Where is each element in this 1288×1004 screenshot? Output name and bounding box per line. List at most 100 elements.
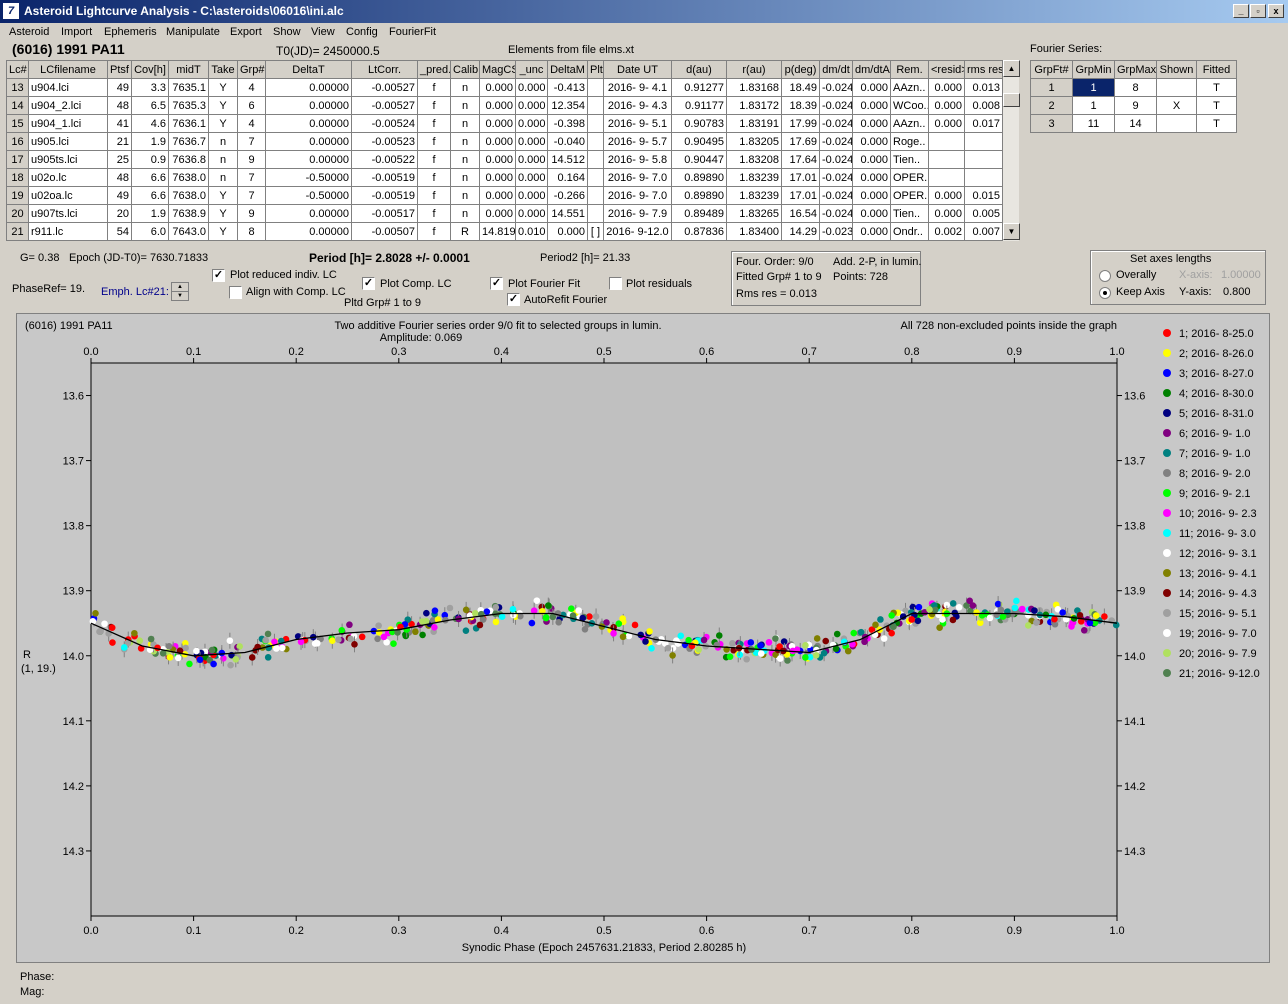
lc-cell[interactable]: 7638.9 <box>168 204 209 223</box>
lc-cell[interactable] <box>928 150 965 169</box>
lc-cell[interactable]: 0.000 <box>928 204 965 223</box>
lc-cell[interactable]: 17 <box>6 150 29 169</box>
lc-cell[interactable]: f <box>417 114 451 133</box>
lc-cell[interactable]: 0.000 <box>852 78 891 97</box>
lc-cell[interactable]: OPER. <box>890 168 929 187</box>
lc-cell[interactable]: 0.89890 <box>671 186 727 205</box>
lc-cell[interactable]: 9 <box>237 150 266 169</box>
lc-cell[interactable] <box>964 132 1003 151</box>
lc-cell[interactable]: 21 <box>6 222 29 241</box>
lc-cell[interactable] <box>964 168 1003 187</box>
lc-cell[interactable]: 0.000 <box>852 150 891 169</box>
scroll-down-icon[interactable]: ▼ <box>1003 223 1020 240</box>
lc-cell[interactable]: 0.017 <box>964 114 1003 133</box>
lc-cell[interactable]: 2016- 9- 4.1 <box>603 78 672 97</box>
lc-cell[interactable]: -0.266 <box>547 186 588 205</box>
lc-cell[interactable]: n <box>450 150 480 169</box>
lc-cell[interactable]: 0.000 <box>852 132 891 151</box>
menu-import[interactable]: Import <box>61 26 93 38</box>
lc-cell[interactable]: f <box>417 168 451 187</box>
lc-cell[interactable]: 25 <box>107 150 132 169</box>
lc-cell[interactable]: OPER. <box>890 186 929 205</box>
lc-col-header[interactable]: Calib. <box>450 60 480 79</box>
autorefit-checkbox[interactable]: ✓ <box>507 293 520 306</box>
lc-cell[interactable]: 18.49 <box>781 78 820 97</box>
lc-cell[interactable]: 0.000 <box>852 96 891 115</box>
lc-cell[interactable]: 0.000 <box>515 150 548 169</box>
plot-reduced-checkbox[interactable]: ✓ <box>212 269 225 282</box>
lc-cell[interactable]: u904_2.lci <box>28 96 108 115</box>
lc-cell[interactable]: n <box>450 78 480 97</box>
lc-cell[interactable]: -0.00522 <box>351 150 418 169</box>
lc-cell[interactable]: -0.00527 <box>351 78 418 97</box>
lc-cell[interactable]: 7 <box>237 186 266 205</box>
lc-cell[interactable] <box>964 150 1003 169</box>
lc-cell[interactable]: 0.00000 <box>265 96 352 115</box>
lc-cell[interactable]: -0.024 <box>819 96 853 115</box>
lc-cell[interactable]: Y <box>208 204 238 223</box>
lc-cell[interactable]: -0.00507 <box>351 222 418 241</box>
lc-cell[interactable]: 7638.0 <box>168 168 209 187</box>
lc-cell[interactable]: 12.354 <box>547 96 588 115</box>
lc-table-row[interactable]: 17 u905ts.lci 25 0.9 7636.8 n 9 0.00000 -0.00522… <box>6 150 1003 169</box>
fourier-cell[interactable]: T <box>1196 114 1237 133</box>
lc-cell[interactable] <box>587 168 604 187</box>
lc-cell[interactable]: n <box>208 168 238 187</box>
lc-cell[interactable]: n <box>450 132 480 151</box>
lc-cell[interactable]: Y <box>208 114 238 133</box>
lc-cell[interactable]: u904.lci <box>28 78 108 97</box>
lc-col-header[interactable]: Grp# <box>237 60 266 79</box>
lc-cell[interactable]: 2016- 9- 7.9 <box>603 204 672 223</box>
fourier-col-header[interactable]: GrpMin <box>1072 60 1115 79</box>
lc-cell[interactable]: 0.000 <box>928 186 965 205</box>
lc-cell[interactable]: WCoo.. <box>890 96 929 115</box>
lc-col-header[interactable]: Cov[h] <box>131 60 169 79</box>
lc-cell[interactable]: 18 <box>6 168 29 187</box>
lc-cell[interactable]: 9 <box>237 204 266 223</box>
lc-cell[interactable]: 2016- 9- 5.1 <box>603 114 672 133</box>
lc-cell[interactable]: 6.6 <box>131 168 169 187</box>
lc-cell[interactable]: 0.000 <box>515 186 548 205</box>
lc-cell[interactable]: 0.000 <box>852 114 891 133</box>
lc-cell[interactable] <box>928 168 965 187</box>
lc-cell[interactable]: -0.50000 <box>265 186 352 205</box>
lc-cell[interactable]: f <box>417 186 451 205</box>
lc-cell[interactable]: 14.819 <box>479 222 516 241</box>
lc-table-row[interactable]: 16 u905.lci 21 1.9 7636.7 n 7 0.00000 -0.00523 f n… <box>6 132 1003 151</box>
lc-cell[interactable]: 8 <box>237 222 266 241</box>
fourier-cell[interactable] <box>1156 114 1197 133</box>
menu-export[interactable]: Export <box>230 26 262 38</box>
lc-cell[interactable]: 0.90495 <box>671 132 727 151</box>
lc-cell[interactable]: 0.000 <box>547 222 588 241</box>
lc-cell[interactable]: 13 <box>6 78 29 97</box>
lc-cell[interactable]: 0.007 <box>964 222 1003 241</box>
lc-cell[interactable]: 6.0 <box>131 222 169 241</box>
lc-cell[interactable]: 1.83168 <box>726 78 782 97</box>
lc-col-header[interactable]: p(deg) <box>781 60 820 79</box>
lc-cell[interactable]: 0.000 <box>515 114 548 133</box>
lc-cell[interactable]: -0.024 <box>819 78 853 97</box>
lc-cell[interactable]: 0.00000 <box>265 132 352 151</box>
lc-cell[interactable]: -0.024 <box>819 150 853 169</box>
lc-cell[interactable]: Y <box>208 78 238 97</box>
lc-cell[interactable]: 0.013 <box>964 78 1003 97</box>
lc-cell[interactable]: 1.83191 <box>726 114 782 133</box>
fourier-cell[interactable]: X <box>1156 96 1197 115</box>
lc-cell[interactable]: -0.024 <box>819 168 853 187</box>
lc-cell[interactable]: [ ] <box>587 222 604 241</box>
lc-cell[interactable]: n <box>450 204 480 223</box>
lc-cell[interactable]: 7636.1 <box>168 114 209 133</box>
lc-col-header[interactable]: DeltaT <box>265 60 352 79</box>
lc-cell[interactable]: -0.00527 <box>351 96 418 115</box>
lc-cell[interactable]: 0.000 <box>515 96 548 115</box>
y-axis-value[interactable]: 0.800 <box>1223 286 1251 298</box>
menu-manipulate[interactable]: Manipulate <box>166 26 220 38</box>
lc-cell[interactable]: 0.164 <box>547 168 588 187</box>
table-scrollbar[interactable]: ▲ ▼ <box>1002 60 1020 241</box>
lc-cell[interactable]: 2016- 9-12.0 <box>603 222 672 241</box>
scroll-up-icon[interactable]: ▲ <box>1003 60 1020 77</box>
lc-cell[interactable]: AAzn.. <box>890 78 929 97</box>
lc-cell[interactable]: 0.90783 <box>671 114 727 133</box>
close-button[interactable]: x <box>1268 4 1284 18</box>
